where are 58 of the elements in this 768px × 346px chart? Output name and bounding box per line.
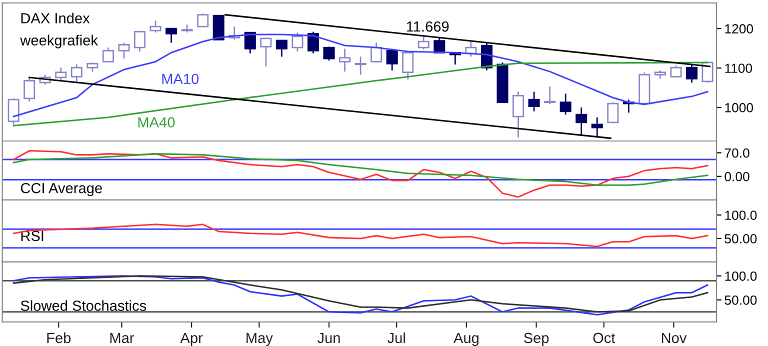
y-tick-label: 1200: [725, 24, 754, 34]
candlestick: [670, 64, 682, 78]
text: weekgrafiek: [20, 34, 98, 48]
candlestick: [370, 42, 382, 64]
candlestick: [323, 46, 335, 62]
candlestick: [512, 90, 524, 138]
candlestick: [197, 12, 209, 28]
candlestick: [86, 62, 98, 72]
x-tick-label: Sep: [524, 332, 549, 346]
y-tick-label: 100.0: [725, 210, 757, 220]
candlestick: [276, 40, 288, 58]
candlestick: [418, 36, 430, 50]
candlestick: [55, 66, 67, 82]
candlestick: [166, 28, 178, 44]
candlestick: [244, 32, 256, 54]
x-tick-label: May: [246, 332, 273, 346]
x-tick-label: Oct: [593, 332, 616, 344]
y-tick-label: 70.0: [724, 148, 750, 158]
x-tick-label: Jul: [388, 332, 405, 344]
candlestick: [150, 20, 162, 34]
candlestick: [70, 64, 82, 82]
candlestick: [686, 64, 698, 84]
text: DAX Index: [21, 12, 90, 24]
candlestick: [24, 76, 36, 102]
candlestick: [118, 42, 130, 60]
text: Slowed Stochastics: [20, 300, 146, 311]
y-tick-label: 1000: [725, 103, 754, 112]
candlestick: [544, 86, 556, 106]
x-tick-label: Jun: [317, 332, 340, 344]
candlestick: [292, 32, 304, 52]
candlestick: [607, 102, 619, 124]
candlestick: [102, 46, 114, 64]
x-tick-label: Mar: [110, 332, 134, 344]
x-tick-label: Feb: [47, 332, 71, 344]
candlestick: [134, 31, 146, 52]
series-label: MA10: [162, 74, 199, 84]
candlestick: [402, 50, 414, 80]
annotation: 11.669: [406, 21, 449, 32]
candlestick: [260, 36, 272, 68]
x-tick-label: Apr: [180, 332, 203, 346]
y-tick-label: 1100: [725, 64, 752, 73]
x-tick-label: Aug: [454, 332, 478, 346]
x-tick-label: Nov: [662, 332, 687, 344]
candlestick: [354, 56, 366, 76]
candlestick: [560, 92, 572, 116]
y-tick-label: 50.00: [724, 295, 757, 305]
y-tick-label: 100.0: [725, 271, 757, 281]
candlestick: [576, 106, 588, 136]
candlestick: [339, 48, 351, 72]
candlestick: [591, 116, 603, 137]
series-label: MA40: [138, 117, 175, 128]
candlestick: [307, 31, 319, 54]
candlestick: [434, 36, 446, 54]
candlestick: [386, 48, 398, 72]
candlestick: [528, 90, 540, 112]
y-tick-label: 50.00: [724, 234, 757, 244]
y-tick-label: 0.00: [724, 172, 750, 182]
text: CCI Average: [20, 182, 102, 196]
